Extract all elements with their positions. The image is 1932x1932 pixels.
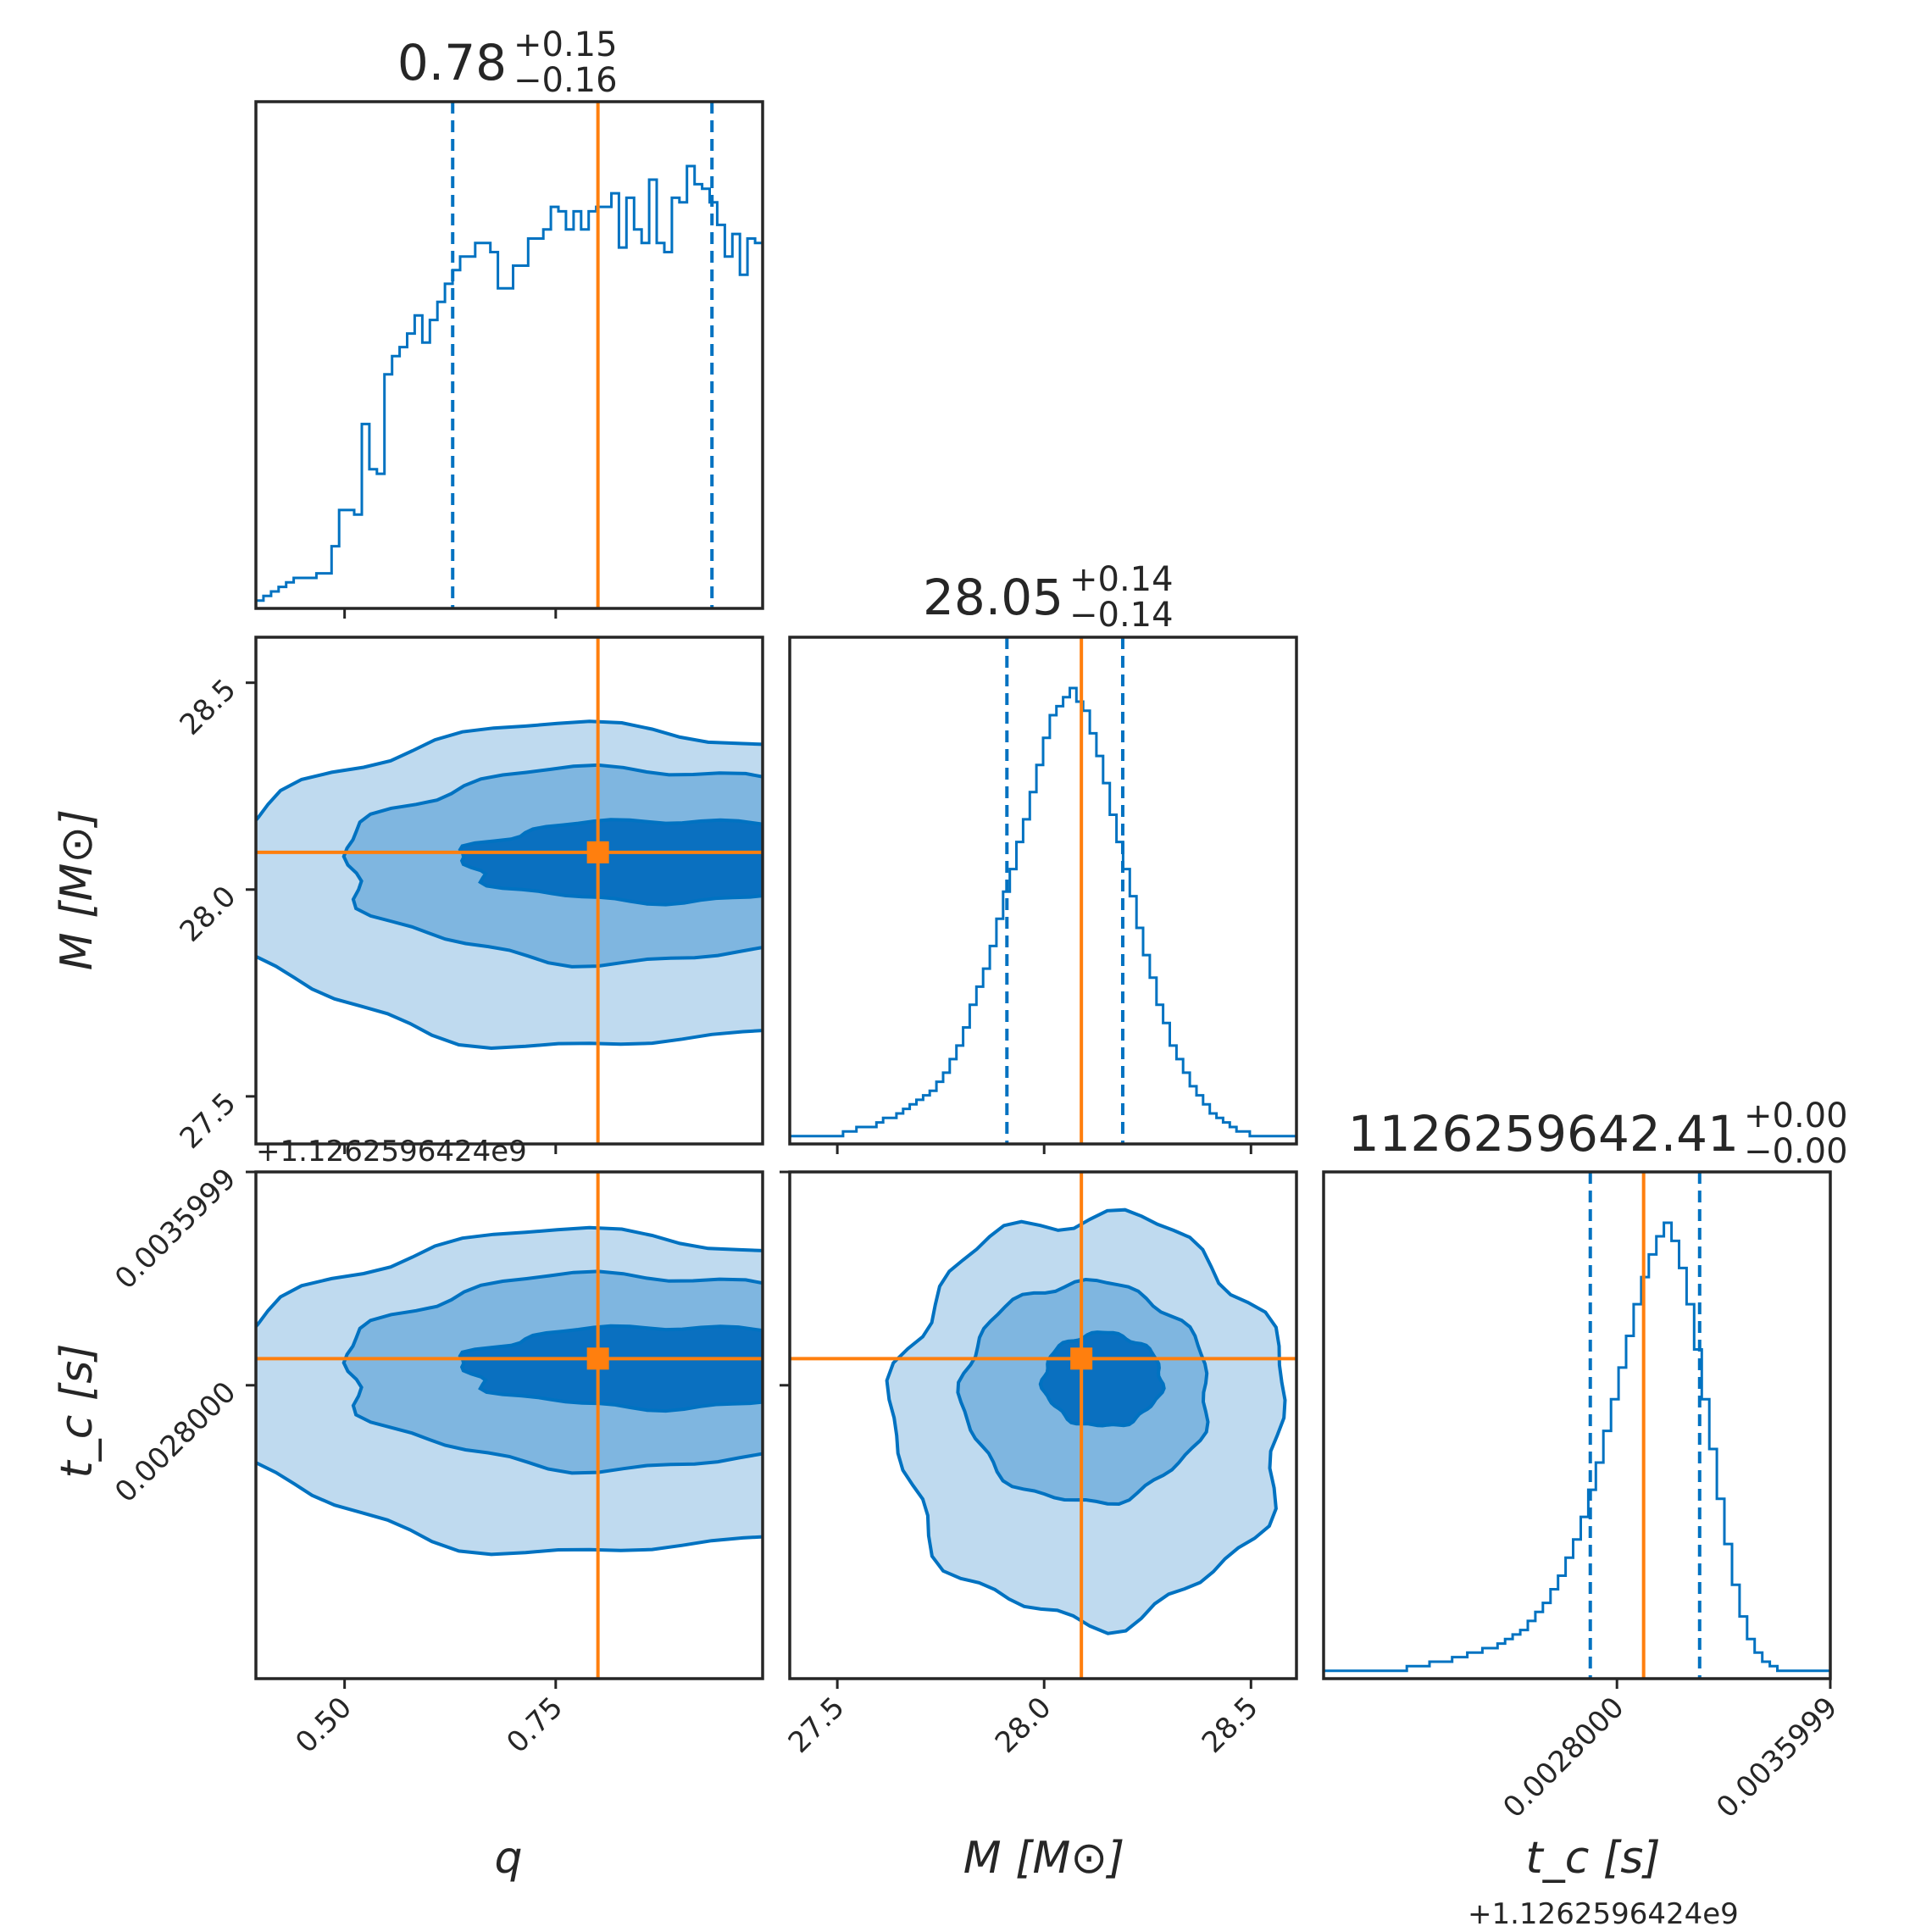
xlabel-tc: t_c [s] bbox=[1525, 1833, 1660, 1884]
axes-frame-2-2 bbox=[1322, 1170, 1832, 1680]
offset-text-bottom: +1.1262596424e9 bbox=[1468, 1897, 1739, 1931]
ytick-label-M-1: 28.0 bbox=[174, 880, 243, 949]
contour-M-tc bbox=[790, 1172, 1296, 1679]
contour-levels-M-tc bbox=[885, 1208, 1287, 1635]
title-q-minus: −0.16 bbox=[514, 61, 618, 100]
title-M: 28.05 +0.14 −0.14 bbox=[923, 560, 1174, 635]
plots-layer: 0.50 0.75 27.5 28.0 28.5 0.0028000 0.003599927… bbox=[108, 100, 1844, 1824]
hist-step-tc bbox=[1324, 1221, 1830, 1673]
title-tc: 1126259642.41 +0.00 −0.00 bbox=[1348, 1096, 1848, 1171]
truth-marker bbox=[586, 1347, 609, 1370]
ytick-label-tc-1: 0.0035999 bbox=[108, 1162, 242, 1296]
ytick-label-M-2: 28.5 bbox=[174, 673, 243, 742]
xtick-label-tc-1: 0.0035999 bbox=[1710, 1690, 1844, 1824]
xtick-label-tc-0: 0.0028000 bbox=[1496, 1690, 1630, 1824]
xlabel-q: q bbox=[494, 1833, 522, 1884]
title-q-plus: +0.15 bbox=[514, 25, 618, 64]
xtick-label-M-1: 28.0 bbox=[989, 1690, 1058, 1760]
ylabel-M: M [M⊙] bbox=[52, 809, 103, 970]
xtick-label-q-0: 0.50 bbox=[289, 1690, 358, 1760]
axes-frame-1-1 bbox=[788, 636, 1298, 1146]
hist-step-q bbox=[256, 164, 763, 602]
axes-frame-0-2 bbox=[254, 1170, 764, 1680]
title-tc-plus: +0.00 bbox=[1744, 1096, 1848, 1135]
xtick-label-q-1: 0.75 bbox=[500, 1690, 569, 1760]
ylabel-tc: t_c [s] bbox=[52, 1343, 103, 1478]
level-inner bbox=[458, 1324, 763, 1413]
ytick-label-M-0: 27.5 bbox=[174, 1086, 243, 1156]
truth-marker bbox=[586, 841, 609, 863]
title-q-value: 0.78 bbox=[397, 34, 507, 92]
title-M-value: 28.05 bbox=[923, 569, 1063, 626]
axes-frame-0-0 bbox=[254, 100, 764, 610]
ytick-label-tc-0: 0.0028000 bbox=[108, 1375, 242, 1509]
contour-levels-q-M bbox=[256, 719, 763, 1051]
xlabel-M: M [M⊙] bbox=[963, 1833, 1124, 1884]
title-M-plus: +0.14 bbox=[1069, 560, 1174, 599]
title-q: 0.78 +0.15 −0.16 bbox=[397, 25, 618, 100]
offset-text-left: +1.1262596424e9 bbox=[256, 1135, 527, 1169]
contour-levels-q-tc bbox=[256, 1225, 763, 1557]
contour-q-M bbox=[256, 637, 763, 1144]
title-M-minus: −0.14 bbox=[1069, 596, 1174, 635]
xtick-label-M-2: 28.5 bbox=[1196, 1690, 1265, 1760]
hist-M bbox=[790, 637, 1296, 1144]
truth-marker bbox=[1070, 1347, 1093, 1370]
hist-tc bbox=[1324, 1172, 1830, 1679]
hist-q bbox=[256, 102, 763, 608]
contour-q-tc bbox=[256, 1172, 763, 1679]
title-tc-minus: −0.00 bbox=[1744, 1132, 1848, 1171]
level-inner bbox=[458, 818, 763, 907]
hist-step-M bbox=[790, 686, 1296, 1138]
title-tc-value: 1126259642.41 bbox=[1348, 1105, 1739, 1163]
xtick-label-M-0: 27.5 bbox=[782, 1690, 852, 1760]
